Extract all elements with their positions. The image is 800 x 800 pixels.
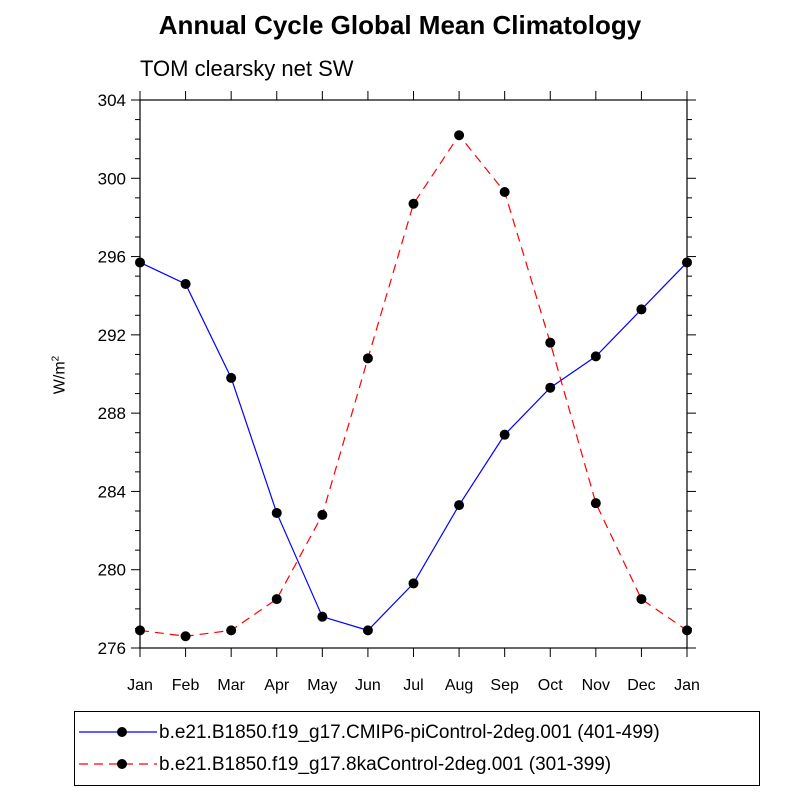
legend-marker-2 xyxy=(79,759,157,769)
y-tick-label: 288 xyxy=(98,404,126,423)
series-2-point xyxy=(180,631,191,642)
series-1-point xyxy=(545,382,556,393)
y-tick-label: 292 xyxy=(98,326,126,345)
series-1-point xyxy=(271,507,282,518)
legend-entry-1: b.e21.B1850.f19_g17.CMIP6-piControl-2deg… xyxy=(75,718,759,748)
legend-label-1: b.e21.B1850.f19_g17.CMIP6-piControl-2deg… xyxy=(159,722,660,743)
series-1-point xyxy=(636,304,647,315)
x-tick-label: Aug xyxy=(445,677,473,694)
series-1-point xyxy=(362,625,373,636)
x-tick-label: Feb xyxy=(172,677,200,694)
series-1-point xyxy=(408,578,419,589)
series-2-point xyxy=(271,594,282,605)
x-tick-label: Jul xyxy=(403,677,423,694)
x-tick-label: Mar xyxy=(217,677,245,694)
series-1-point xyxy=(135,257,145,268)
series-2-point xyxy=(454,130,465,141)
series-2-point xyxy=(362,353,373,364)
series-1-point xyxy=(590,351,601,362)
chart-title: Annual Cycle Global Mean Climatology xyxy=(158,10,642,40)
series-1-point xyxy=(226,372,237,383)
series-1-point xyxy=(317,611,328,622)
series-2-point xyxy=(636,594,647,605)
x-tick-label: May xyxy=(307,677,337,694)
x-tick-label: Jan xyxy=(674,677,700,694)
y-tick-label: 300 xyxy=(98,169,126,188)
y-tick-label: 304 xyxy=(98,91,126,110)
series-line-2 xyxy=(139,134,688,637)
x-tick-label: Apr xyxy=(264,677,290,694)
series-1-point xyxy=(454,500,465,511)
y-tick-label: 280 xyxy=(98,561,126,580)
series-2-point xyxy=(317,509,328,520)
series-2-point xyxy=(590,498,601,509)
series-2-point xyxy=(408,198,419,209)
x-tick-label: Dec xyxy=(627,677,655,694)
y-tick-label: 296 xyxy=(98,248,126,267)
series-2-point xyxy=(135,625,145,636)
series-line-1 xyxy=(139,261,688,632)
x-tick-label: Jun xyxy=(355,677,381,694)
x-tick-label: Oct xyxy=(538,677,563,694)
legend: b.e21.B1850.f19_g17.CMIP6-piControl-2deg… xyxy=(74,711,760,786)
x-tick-label: Nov xyxy=(582,677,610,694)
series-1-point xyxy=(499,429,510,440)
y-tick-label: 284 xyxy=(98,482,126,501)
legend-entry-2: b.e21.B1850.f19_g17.8kaControl-2deg.001 … xyxy=(75,750,759,780)
series-2-point xyxy=(499,186,510,197)
chart-subtitle: TOM clearsky net SW xyxy=(140,56,354,81)
x-tick-label: Sep xyxy=(490,677,519,694)
series-2-point xyxy=(226,625,237,636)
y-tick-label: 276 xyxy=(98,639,126,658)
plot-frame xyxy=(139,99,688,649)
line-chart: 276 280 284 288 292 296 300 304 Jan Feb Mar Apr May J… xyxy=(98,91,700,694)
series-1-point xyxy=(682,257,692,268)
series-2-point xyxy=(682,625,692,636)
x-tick-label: Jan xyxy=(127,677,153,694)
legend-marker-1 xyxy=(79,727,157,737)
series-1-point xyxy=(180,278,191,289)
series-2-point xyxy=(545,337,556,348)
legend-label-2: b.e21.B1850.f19_g17.8kaControl-2deg.001 … xyxy=(159,754,612,775)
